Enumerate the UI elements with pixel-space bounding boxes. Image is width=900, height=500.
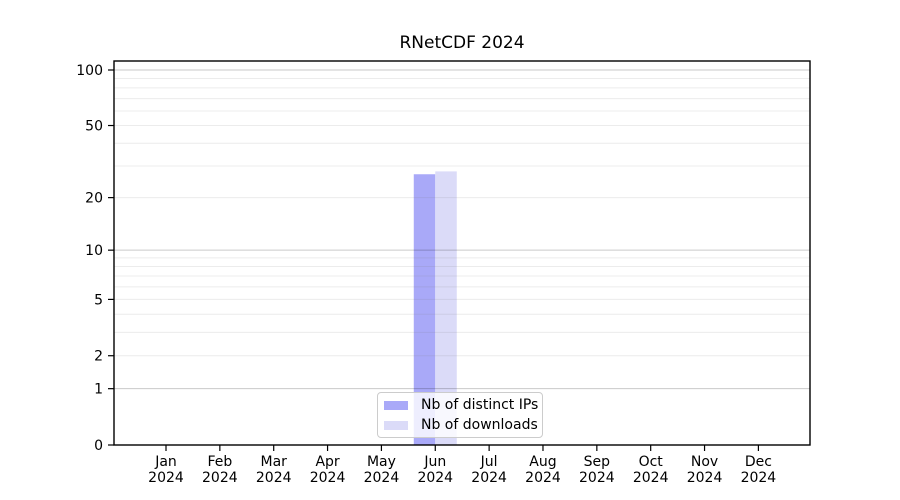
legend-swatch-downloads: [384, 420, 408, 430]
x-tick-label-year: 2024: [579, 470, 615, 486]
plot-background: [114, 61, 810, 445]
y-tick-label: 5: [94, 292, 103, 308]
x-tick-label-year: 2024: [310, 470, 346, 486]
x-tick-label-month: Mar: [260, 454, 287, 470]
x-tick-label-month: Sep: [584, 454, 611, 470]
x-tick-label-year: 2024: [417, 470, 453, 486]
y-tick-label: 0: [94, 438, 103, 454]
x-tick-label-year: 2024: [202, 470, 238, 486]
x-tick-label-year: 2024: [256, 470, 292, 486]
x-tick-label-month: Oct: [639, 454, 664, 470]
legend: Nb of distinct IPs Nb of downloads: [377, 392, 543, 438]
bar-distinct-ips-jun: [413, 174, 436, 446]
y-tick-label: 20: [85, 191, 103, 207]
x-tick-label-month: Nov: [691, 454, 718, 470]
y-tick-label: 10: [85, 243, 103, 259]
x-tick-label-year: 2024: [148, 470, 184, 486]
chart-title: RNetCDF 2024: [399, 33, 525, 53]
plot-border: [113, 60, 811, 446]
legend-label-downloads: Nb of downloads: [421, 417, 538, 433]
y-tick-label: 1: [94, 382, 103, 398]
x-tick-label-month: Jul: [480, 454, 498, 470]
x-tick-label-month: May: [367, 454, 396, 470]
x-tick-label-month: Feb: [207, 454, 232, 470]
legend-item-distinct-ips: Nb of distinct IPs: [384, 397, 542, 413]
x-tick-label-month: Jun: [423, 454, 446, 470]
x-tick-label-year: 2024: [364, 470, 400, 486]
x-tick-label-month: Apr: [315, 454, 339, 470]
x-tick-label-year: 2024: [633, 470, 669, 486]
x-tick-label-year: 2024: [471, 470, 507, 486]
legend-label-distinct-ips: Nb of distinct IPs: [421, 397, 539, 413]
x-tick-label-year: 2024: [687, 470, 723, 486]
y-tick-label: 100: [76, 63, 103, 79]
x-tick-label-year: 2024: [741, 470, 777, 486]
y-tick-label: 2: [94, 349, 103, 365]
x-tick-label-month: Dec: [745, 454, 772, 470]
x-tick-label-year: 2024: [525, 470, 561, 486]
bar-downloads-jun: [435, 171, 457, 445]
y-tick-label: 50: [85, 119, 103, 135]
x-tick-label-month: Aug: [529, 454, 556, 470]
legend-swatch-distinct-ips: [384, 400, 408, 410]
legend-item-downloads: Nb of downloads: [384, 417, 542, 433]
x-tick-label-month: Jan: [154, 454, 177, 470]
